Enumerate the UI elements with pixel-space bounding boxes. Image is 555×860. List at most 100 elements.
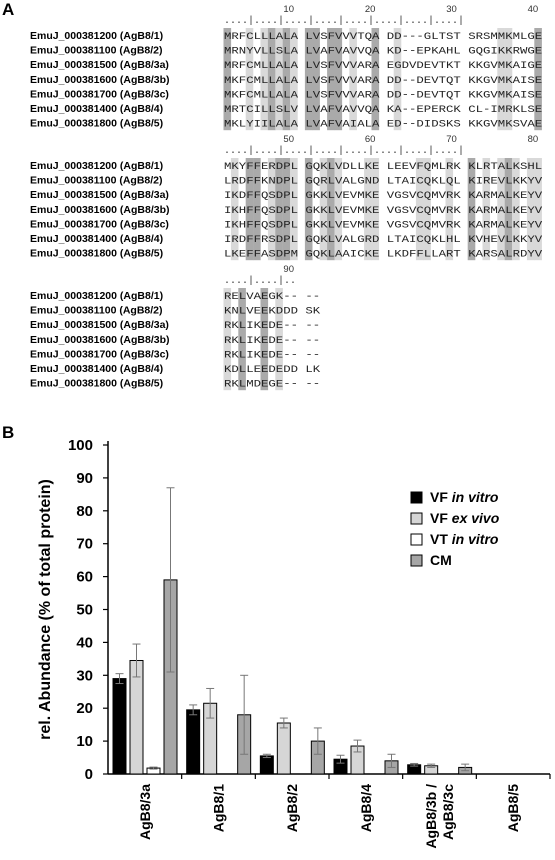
conservation-shade — [290, 28, 298, 131]
y-tick-label: 70 — [76, 536, 93, 553]
sequence-row: IKDFFQSDPL GKKLVEVMKE VGSVCQMVRK KARMALK… — [224, 190, 543, 202]
legend-item: CM — [410, 552, 452, 568]
sequence-row: MRFCLLLALA LVSFVVVTQA DD---GLTST SRSMMKM… — [224, 31, 542, 43]
sequence-alignment: 10 20 30 40 ....|....|....|....|....|....|..… — [30, 4, 543, 391]
sequence-label: EmuJ_000381100 (AgB8/2) — [30, 45, 163, 57]
conservation-shade — [423, 158, 431, 261]
ruler-number: 20 — [365, 4, 376, 15]
legend: VF in vitro VF ex vivo VT in vitro CM — [410, 489, 500, 568]
sequence-row: MRTCILLSLV LVAFVAVVQA KA--EPERCK CL-IMRK… — [224, 104, 542, 116]
conservation-shade — [334, 158, 343, 261]
sequence-row: LRDFFKNDPL GQRLVALGND LTAICQKLQL KIREVLK… — [224, 176, 543, 188]
legend-label: VF ex vivo — [430, 510, 500, 526]
bar — [276, 722, 291, 775]
y-tick-label: 10 — [76, 733, 93, 750]
sequence-row: RKLIKEDE-- -- — [224, 335, 320, 347]
abundance-bar-chart: 0 10 20 30 40 50 60 70 80 90 100 rel. Abundance (% … — [37, 437, 551, 849]
conservation-shade — [275, 158, 283, 261]
ruler-number: 90 — [283, 264, 294, 275]
alignment-block: 10 20 30 40 ....|....|....|....|....|....|..… — [30, 4, 542, 131]
conservation-shade — [275, 28, 283, 131]
conservation-shade — [415, 158, 424, 261]
sequence-label: EmuJ_000381500 (AgB8/3a) — [30, 319, 169, 331]
conservation-shade — [267, 28, 276, 131]
sequence-label: EmuJ_000381600 (AgB8/3b) — [30, 204, 170, 216]
x-tick-label: AgB8/2 — [284, 784, 300, 832]
sequence-row: MKFCMLLALA LVSFVVVARA DD--DEVTQT KKGVMKA… — [224, 89, 542, 101]
sequence-row: RELVAEGK-- -- — [224, 291, 320, 303]
sequence-label: EmuJ_000381600 (AgB8/3b) — [30, 334, 170, 346]
conservation-shade — [526, 158, 535, 261]
sequence-label: EmuJ_000381700 (AgB8/3c) — [30, 348, 169, 360]
ruler-number: 30 — [446, 4, 457, 15]
x-tick-label: AgB8/3b / AgB8/3c — [423, 784, 456, 849]
conservation-shade — [445, 158, 454, 261]
conservation-shade — [534, 158, 542, 261]
x-tick-label-line: AgB8/3b / — [423, 784, 439, 849]
y-axis-title: rel. Abundance (% of total protein) — [37, 479, 54, 740]
conservation-shade — [275, 288, 283, 391]
ruler-number: 60 — [365, 134, 376, 145]
x-tick-label: AgB8/4 — [358, 784, 374, 832]
sequence-label: EmuJ_000381800 (AgB8/5) — [30, 248, 163, 260]
series-vt-in-vitro — [146, 766, 161, 775]
y-tick-label: 100 — [68, 437, 93, 454]
conservation-shade — [253, 158, 261, 261]
bar — [129, 659, 144, 775]
conservation-shade — [497, 158, 505, 261]
bar — [186, 709, 201, 775]
conservation-shade — [304, 158, 313, 261]
conservation-shade — [327, 158, 335, 261]
legend-swatch — [410, 491, 423, 504]
sequence-label: EmuJ_000381800 (AgB8/5) — [30, 118, 163, 130]
x-tick-label: AgB8/3a — [137, 784, 153, 840]
x-tick-label: AgB8/1 — [211, 784, 227, 832]
conservation-shade — [534, 28, 542, 131]
conservation-shade — [482, 158, 491, 261]
conservation-shade — [371, 28, 380, 131]
sequence-label: EmuJ_000381200 (AgB8/1) — [30, 160, 163, 172]
series-vf-ex-vivo — [129, 643, 439, 775]
conservation-shade — [282, 28, 291, 131]
sequence-label: EmuJ_000381800 (AgB8/5) — [30, 378, 163, 390]
sequence-label: EmuJ_000381100 (AgB8/2) — [30, 305, 163, 317]
sequence-label: EmuJ_000381600 (AgB8/3b) — [30, 74, 170, 86]
conservation-shade — [260, 288, 269, 391]
sequence-row: MKLYIILALA LVAFVAIALA ED--DIDSKS KKGVMKS… — [224, 119, 542, 131]
sequence-label: EmuJ_000381500 (AgB8/3a) — [30, 189, 169, 201]
conservation-shade — [504, 28, 513, 131]
y-tick-label: 80 — [76, 503, 93, 520]
chart-axes: 0 10 20 30 40 50 60 70 80 90 100 — [68, 437, 551, 783]
legend-item: VF ex vivo — [410, 510, 500, 526]
ruler-number: 70 — [446, 134, 457, 145]
y-tick-label: 50 — [76, 602, 93, 619]
legend-item: VT in vitro — [410, 531, 499, 547]
conservation-shade — [312, 28, 320, 131]
conservation-shade — [349, 28, 357, 131]
conservation-shade — [304, 28, 313, 131]
x-tick-label: AgB8/5 — [505, 784, 521, 832]
conservation-shade — [393, 28, 402, 131]
conservation-shade — [319, 158, 328, 261]
series-cm — [163, 487, 473, 775]
conservation-shade — [267, 158, 276, 261]
sequence-label: EmuJ_000381700 (AgB8/3c) — [30, 218, 169, 230]
conservation-shade — [371, 158, 380, 261]
sequence-label: EmuJ_000381200 (AgB8/1) — [30, 290, 163, 302]
x-tick-label-line: AgB8/1 — [211, 784, 227, 832]
conservation-shade — [512, 158, 520, 261]
bar — [112, 678, 127, 775]
ruler-number: 50 — [283, 134, 294, 145]
y-tick-label: 90 — [76, 470, 93, 487]
sequence-row: MKYFFERDPL GQKLVDLLKE LEEVFQMLRK KLRTALK… — [224, 161, 542, 173]
series-vf-in-vitro — [112, 673, 422, 775]
conservation-shade — [364, 158, 372, 261]
x-tick-label-line: AgB8/5 — [505, 784, 521, 832]
x-tick-label-line: AgB8/2 — [284, 784, 300, 832]
sequence-row: KNLVEEKDDD SK — [224, 306, 321, 318]
sequence-row: IKHFFQSDPL GKKLVEVMKE VGSVCQMVRK KARMALK… — [224, 205, 543, 217]
conservation-shade — [467, 158, 476, 261]
ruler-number: 40 — [528, 4, 539, 15]
ruler-number: 10 — [283, 4, 294, 15]
